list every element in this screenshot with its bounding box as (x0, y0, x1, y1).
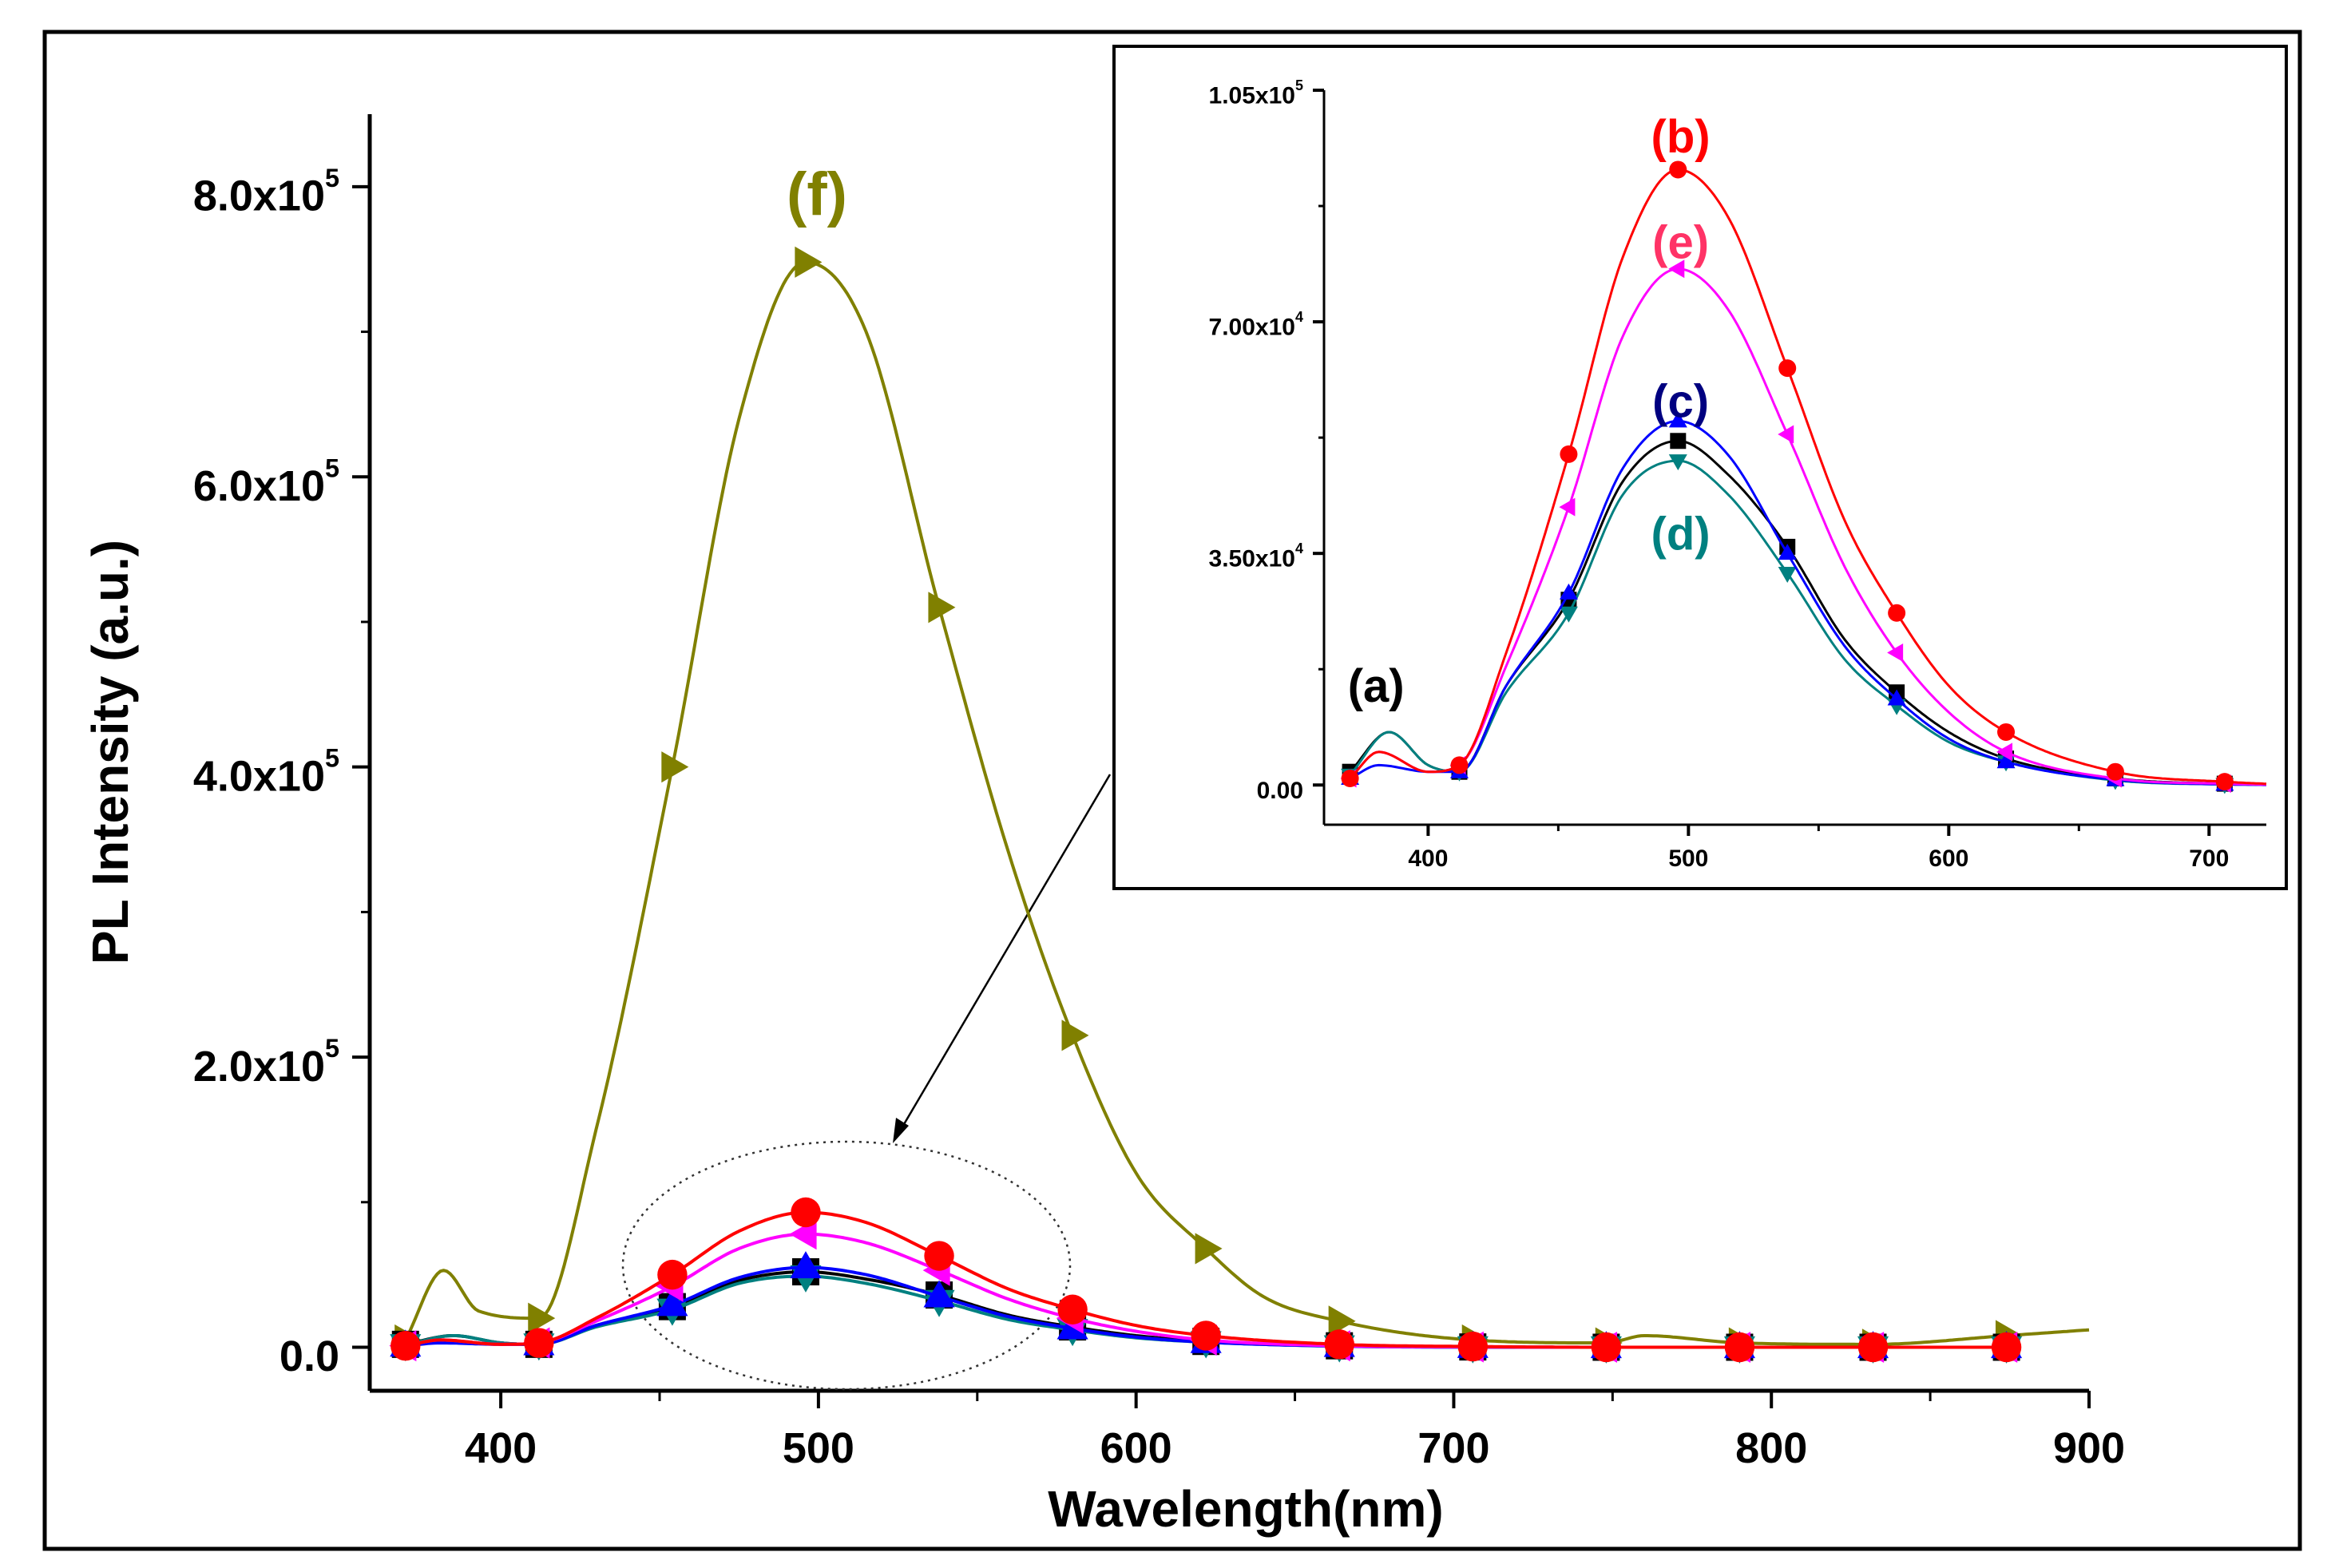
main-series-c-marker (790, 1251, 822, 1279)
main-x-tick-label: 500 (783, 1424, 854, 1472)
inset-series-e-marker (1668, 259, 1685, 279)
main-y-tick-label: 6.0x105 (193, 453, 339, 510)
main-curve-labels: (f) (787, 160, 847, 228)
main-x-tick-label: 700 (1417, 1424, 1489, 1472)
inset-series-e-marker (1778, 425, 1794, 444)
main-x-tick-label: 900 (2053, 1424, 2125, 1472)
main-x-ticks: 400 500 600 700 800 900 (465, 1391, 2125, 1472)
main-y-tick-label: 8.0x105 (193, 164, 339, 220)
main-series-b-marker (1324, 1329, 1354, 1360)
main-series-c-marker (656, 1289, 688, 1317)
main-y-axis-title: PL Intensity (a.u.) (81, 540, 139, 964)
inset-x-tick-label: 400 (1408, 845, 1448, 872)
main-series-b-marker (390, 1330, 421, 1361)
main-series-b-marker (524, 1328, 554, 1358)
inset-series-c-marker (1778, 544, 1797, 560)
inset-y-tick-label: 3.50x104 (1209, 540, 1303, 572)
main-series-f-marker (1195, 1233, 1223, 1265)
inset-series-b-marker (1778, 359, 1797, 378)
inset-y-tick-label: 1.05x105 (1209, 77, 1303, 109)
inset-curve-label-b: (b) (1651, 111, 1711, 163)
inset-series-d-marker (1668, 454, 1687, 471)
main-series-c-marker (923, 1280, 955, 1308)
inset-series-b-marker (1669, 160, 1687, 179)
inset-series-b-marker (2215, 773, 2234, 791)
main-series-b-marker (1191, 1321, 1221, 1351)
main-plot: 400 500 600 700 800 900 0.0 2.0x105 4.0x105 6.0x… (81, 114, 2125, 1538)
inset-curve-label-d: (d) (1651, 508, 1711, 560)
main-series-b-marker (1857, 1332, 1889, 1363)
inset-x-tick-label: 700 (2189, 845, 2229, 872)
inset-series-d-marker (1559, 606, 1578, 623)
inset-series-b-marker (1997, 723, 2016, 741)
main-curve-label-f: (f) (787, 160, 847, 228)
main-series (389, 246, 2090, 1364)
inset-series-c-marker (1887, 689, 1906, 706)
inset-series-b-marker (2106, 762, 2124, 781)
inset-series-b-marker (1888, 604, 1906, 622)
main-series-b-marker (1591, 1332, 1622, 1363)
main-x-tick-label: 400 (465, 1424, 537, 1472)
inset-curve-label-e: (e) (1652, 217, 1709, 269)
main-series-b-marker (1057, 1294, 1088, 1324)
inset-series-b-marker (1341, 769, 1359, 787)
main-series-b-marker (1457, 1331, 1489, 1362)
main-series-f-marker (928, 592, 956, 624)
inset-frame (1112, 45, 2288, 890)
main-series-f-marker (795, 246, 823, 278)
main-y-tick-label: 2.0x105 (193, 1034, 339, 1091)
main-series-f-line (404, 260, 2090, 1346)
figure-border (42, 30, 2302, 1551)
zoom-ellipse (621, 1140, 1072, 1391)
pointer-arrow (893, 774, 1112, 1143)
inset-series-e-marker (1559, 497, 1576, 517)
main-series-b-marker (1991, 1332, 2022, 1363)
main-series-b-marker (657, 1259, 688, 1290)
inset-series-e-marker (1887, 643, 1904, 663)
inset-series-d-marker (1778, 567, 1797, 584)
inset-y-ticks: 0.00 3.50x104 7.00x104 1.05x105 (1209, 77, 1324, 804)
inset-series-a-marker (1670, 433, 1687, 449)
inset-series-e-marker (1996, 742, 2013, 762)
inset-x-ticks: 400 500 600 700 (1408, 825, 2229, 872)
inset-curve-label-c: (c) (1652, 376, 1709, 428)
inset-y-tick-label: 7.00x104 (1209, 309, 1303, 341)
main-series-b-marker (1724, 1332, 1755, 1363)
main-y-tick-label: 4.0x105 (193, 744, 339, 801)
inset-series-b-marker (1560, 445, 1578, 463)
main-y-tick-label: 0.0 (279, 1332, 339, 1380)
main-x-tick-label: 800 (1735, 1424, 1807, 1472)
main-series-f-marker (661, 751, 689, 783)
main-series-f-marker (528, 1302, 556, 1334)
main-series-b-marker (924, 1241, 954, 1271)
main-series-f-marker (1328, 1305, 1356, 1337)
main-series-b-marker (791, 1197, 821, 1228)
inset-x-tick-label: 600 (1929, 845, 1968, 872)
main-series-f-marker (1061, 1020, 1089, 1051)
inset-series-b-marker (1450, 756, 1469, 774)
inset-series-c-marker (1668, 411, 1687, 428)
inset-series-c-marker (1559, 583, 1578, 600)
main-x-axis-title: Wavelength(nm) (1048, 1480, 1443, 1538)
inset-y-tick-label: 0.00 (1257, 778, 1303, 804)
main-x-tick-label: 600 (1100, 1424, 1172, 1472)
inset-curve-label-a: (a) (1348, 660, 1405, 712)
inset-x-tick-label: 500 (1668, 845, 1708, 872)
inset-series (1340, 160, 2267, 794)
inset-series-c-marker (1996, 752, 2016, 769)
main-y-ticks: 0.0 2.0x105 4.0x105 6.0x105 8.0x105 (193, 164, 370, 1380)
inset-plot: 400 500 600 700 0.00 3.50x104 7.00x104 1.05x10… (1112, 45, 2288, 890)
inset-curve-labels: (a) (b) (e) (c) (d) (1348, 111, 1711, 712)
